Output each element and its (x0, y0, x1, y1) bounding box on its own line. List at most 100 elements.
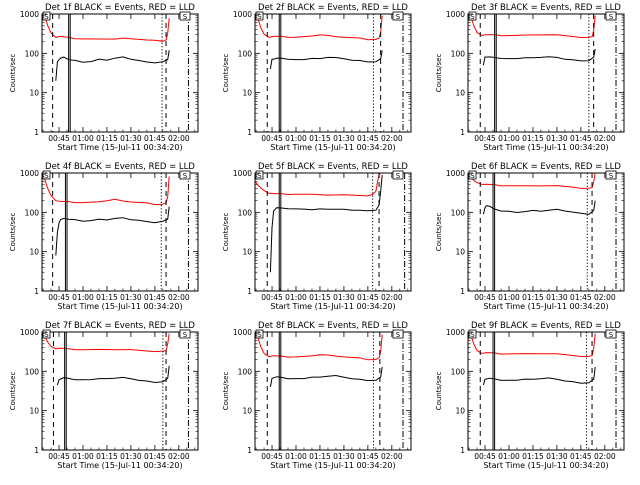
x-tick-label: 02:00 (168, 452, 190, 461)
marker-label: S (609, 13, 614, 21)
x-tick-label: 01:45 (357, 452, 379, 461)
marker-box (392, 329, 404, 339)
marker-label: S (609, 172, 614, 180)
y-tick-label: 1000 (233, 169, 252, 178)
x-tick-label: 01:45 (570, 293, 592, 302)
x-tick-label: 01:45 (144, 452, 166, 461)
y-tick-label: 1000 (446, 10, 465, 19)
marker-box (179, 11, 191, 21)
y-tick-label: 1 (460, 287, 465, 296)
events-series-line (56, 365, 170, 386)
x-axis-label: Start Time (15-Jul-11 00:34:20) (57, 461, 182, 470)
x-tick-label: 01:00 (498, 134, 520, 143)
marker-label: S (257, 13, 262, 21)
marker-label: S (396, 172, 401, 180)
marker-label: S (183, 172, 188, 180)
y-tick-label: 10 (29, 248, 39, 257)
x-tick-label: 01:45 (357, 134, 379, 143)
lld-series-line (468, 332, 596, 358)
plot-frame (41, 331, 199, 451)
y-tick-label: 100 (25, 49, 40, 58)
panel-title: Det 3f BLACK = Events, RED = LLD (471, 3, 621, 13)
events-series-line (55, 206, 170, 256)
x-tick-label: 01:30 (546, 134, 568, 143)
x-tick-label: 00:45 (48, 452, 70, 461)
y-axis-label: Counts/sec (9, 54, 17, 93)
x-axis-label: Start Time (15-Jul-11 00:34:20) (270, 143, 395, 152)
marker-box (605, 329, 617, 339)
y-tick-label: 10 (455, 89, 465, 98)
panel-title: Det 7f BLACK = Events, RED = LLD (45, 321, 195, 331)
plot-frame (41, 172, 199, 292)
y-tick-label: 100 (451, 208, 466, 217)
marker-label: S (257, 331, 262, 339)
panel-title: Det 8f BLACK = Events, RED = LLD (258, 321, 408, 331)
events-series-line (269, 50, 383, 70)
x-tick-label: 02:00 (594, 293, 616, 302)
panel-title: Det 2f BLACK = Events, RED = LLD (258, 3, 408, 13)
x-tick-label: 02:00 (381, 293, 403, 302)
y-tick-label: 1 (34, 128, 39, 137)
x-tick-label: 00:45 (48, 134, 70, 143)
x-tick-label: 01:45 (570, 452, 592, 461)
marker-label: S (609, 331, 614, 339)
y-tick-label: 1000 (20, 328, 39, 337)
y-axis-label: Counts/sec (435, 213, 443, 252)
plot-frame (41, 13, 199, 133)
plot-frame (467, 13, 625, 133)
x-axis-label: Start Time (15-Jul-11 00:34:20) (270, 302, 395, 311)
x-tick-label: 01:45 (144, 293, 166, 302)
y-axis-label: Counts/sec (9, 213, 17, 252)
events-series-line (269, 366, 383, 388)
panel-title: Det 5f BLACK = Events, RED = LLD (258, 162, 408, 172)
y-tick-label: 100 (451, 367, 466, 376)
x-tick-label: 01:45 (570, 134, 592, 143)
x-tick-label: 00:45 (474, 452, 496, 461)
lld-series-line (255, 332, 383, 361)
plot-frame (467, 331, 625, 451)
y-tick-label: 100 (451, 49, 466, 58)
events-series-line (482, 48, 596, 66)
x-tick-label: 01:00 (72, 293, 94, 302)
lld-series-line (42, 14, 170, 42)
x-tick-label: 01:45 (357, 293, 379, 302)
marker-label: S (44, 172, 49, 180)
y-tick-label: 1000 (446, 328, 465, 337)
y-tick-label: 100 (238, 208, 253, 217)
x-tick-label: 00:45 (474, 134, 496, 143)
lld-series-line (468, 173, 596, 189)
x-tick-label: 01:30 (333, 293, 355, 302)
marker-box (179, 170, 191, 180)
y-tick-label: 1000 (233, 328, 252, 337)
x-axis-label: Start Time (15-Jul-11 00:34:20) (57, 302, 182, 311)
x-tick-label: 02:00 (381, 452, 403, 461)
marker-label: S (396, 331, 401, 339)
x-tick-label: 01:15 (522, 452, 544, 461)
x-tick-label: 00:45 (474, 293, 496, 302)
plot-frame (467, 172, 625, 292)
y-tick-label: 1 (247, 128, 252, 137)
x-tick-label: 02:00 (594, 452, 616, 461)
x-tick-label: 01:15 (309, 293, 331, 302)
lld-series-line (42, 173, 170, 206)
y-tick-label: 1 (460, 128, 465, 137)
marker-box (605, 11, 617, 21)
x-tick-label: 00:45 (261, 134, 283, 143)
y-axis-label: Counts/sec (222, 54, 230, 93)
marker-label: S (44, 13, 49, 21)
x-tick-label: 01:30 (333, 134, 355, 143)
panel-title: Det 4f BLACK = Events, RED = LLD (45, 162, 195, 172)
marker-label: S (470, 331, 475, 339)
x-tick-label: 01:15 (96, 452, 118, 461)
x-tick-label: 01:15 (522, 134, 544, 143)
y-axis-label: Counts/sec (9, 372, 17, 411)
marker-box (392, 170, 404, 180)
